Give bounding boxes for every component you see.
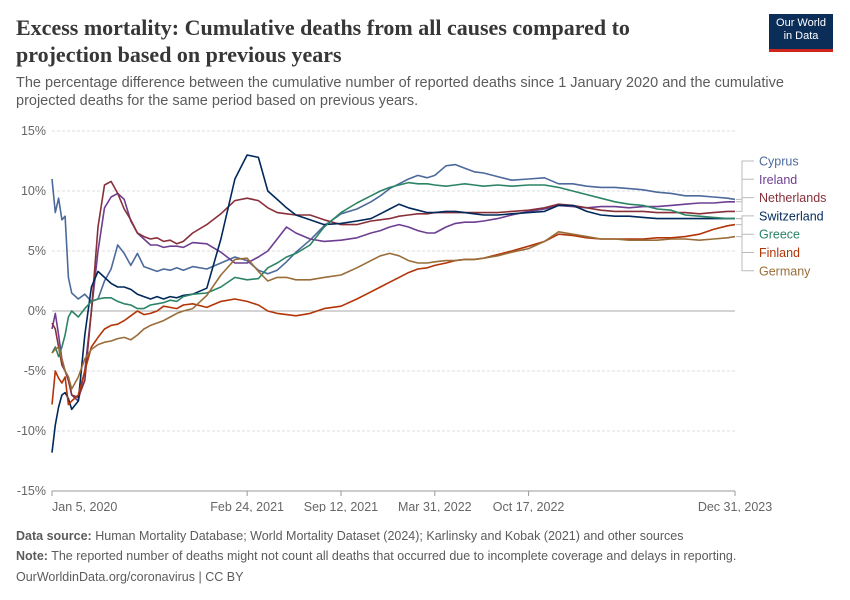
legend-connector <box>736 197 754 212</box>
y-tick-label: 0% <box>28 304 46 318</box>
y-tick-label: -10% <box>17 424 46 438</box>
x-tick-label: Mar 31, 2022 <box>398 500 472 512</box>
legend-connector <box>736 218 754 235</box>
x-tick-label: Dec 31, 2023 <box>698 500 772 512</box>
legend-label-cyprus: Cyprus <box>759 155 799 169</box>
legend-label-switzerland: Switzerland <box>759 209 824 223</box>
legend-connector <box>736 224 754 253</box>
series-layer <box>51 154 736 453</box>
legend-connector <box>736 236 754 272</box>
x-tick-label: Feb 24, 2021 <box>210 500 284 512</box>
legend-label-greece: Greece <box>759 228 800 242</box>
x-tick-label: Jan 5, 2020 <box>52 500 117 512</box>
legend-label-germany: Germany <box>759 264 811 278</box>
grid-layer <box>52 130 735 492</box>
legend-connector <box>736 160 754 200</box>
y-tick-label: -15% <box>17 484 46 498</box>
logo-line-1: Our World <box>776 17 826 29</box>
axis-layer: -15% -10% -5% 0% 5% 10% 15% Jan 5, 2020 Feb 24, … <box>17 124 772 512</box>
legend-layer: Cyprus Ireland Netherlands Switzerland Greec… <box>736 155 826 278</box>
owid-logo[interactable]: Our World in Data <box>769 14 833 52</box>
legend-label-ireland: Ireland <box>759 173 797 187</box>
x-tick-label: Oct 17, 2022 <box>493 500 565 512</box>
series-line-netherlands <box>51 180 735 399</box>
y-tick-label: 15% <box>21 124 46 138</box>
y-tick-label: -5% <box>24 364 46 378</box>
legend-label-netherlands: Netherlands <box>759 191 826 205</box>
logo-line-2: in Data <box>783 30 819 42</box>
x-tick-label: Sep 12, 2021 <box>304 500 378 512</box>
data-source-label: Data source: <box>16 529 92 543</box>
note-label: Note: <box>16 549 48 563</box>
series-line-finland <box>51 223 736 406</box>
credit-link[interactable]: OurWorldinData.org/coronavirus | CC BY <box>16 570 244 584</box>
chart-subtitle: The percentage difference between the cu… <box>16 75 784 109</box>
data-source: Data source: Human Mortality Database; W… <box>16 529 683 543</box>
note-text: The reported number of deaths might not … <box>51 549 737 563</box>
series-line-switzerland <box>51 154 735 453</box>
chart-note: Note: The reported number of deaths migh… <box>16 549 736 563</box>
series-line-cyprus <box>51 163 736 303</box>
line-chart: -15% -10% -5% 0% 5% 10% 15% Jan 5, 2020 Feb 24, … <box>17 124 827 512</box>
series-line-germany <box>51 231 736 390</box>
data-source-text: Human Mortality Database; World Mortalit… <box>95 529 684 543</box>
series-line-greece <box>51 181 735 358</box>
y-tick-label: 5% <box>28 244 46 258</box>
chart-title: Excess mortality: Cumulative deaths from… <box>16 15 630 67</box>
legend-connector <box>736 178 754 203</box>
legend-label-finland: Finland <box>759 246 800 260</box>
y-tick-label: 10% <box>21 184 46 198</box>
